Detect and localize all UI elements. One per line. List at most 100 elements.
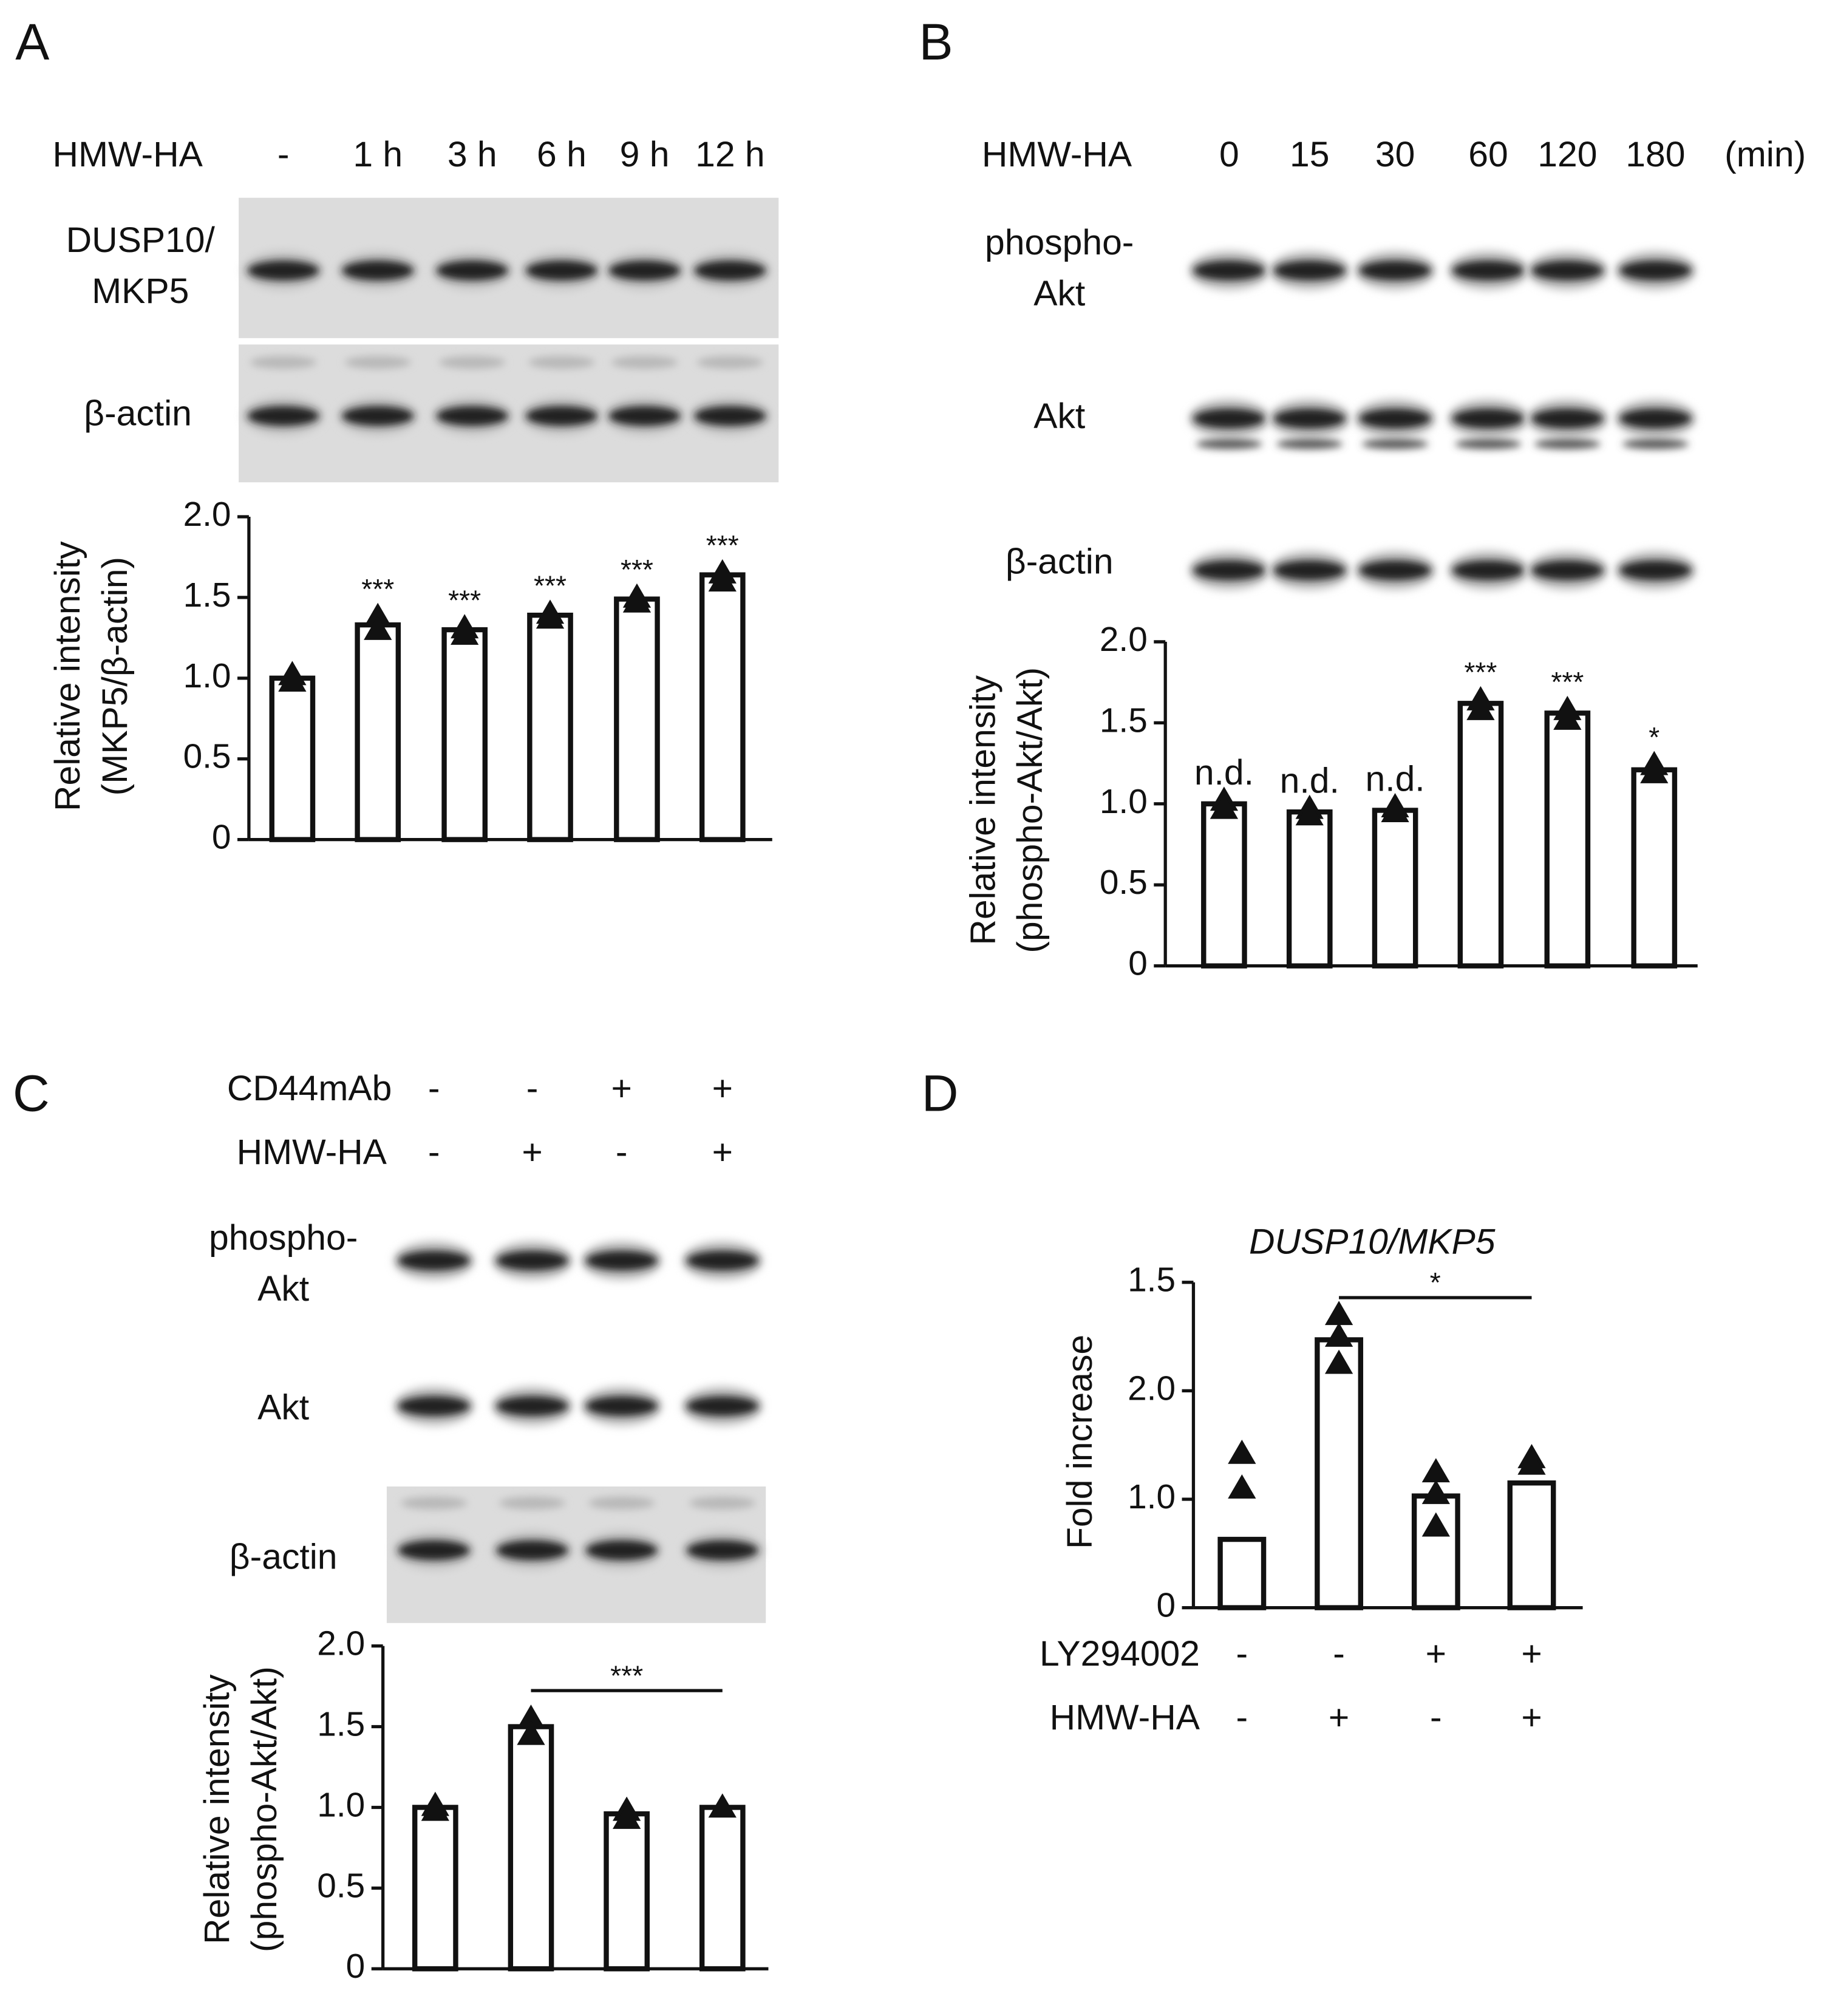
y-axis-label: (phospho-Akt/Akt): [245, 1666, 284, 1952]
data-point: [1381, 798, 1409, 822]
data-point: [1324, 1349, 1353, 1374]
lane-label: +: [1329, 1698, 1349, 1737]
y-tick-label: 0: [212, 819, 231, 857]
data-point: [708, 567, 737, 592]
data-point: [364, 602, 392, 627]
blot-band: [585, 1540, 658, 1561]
blot-band: [1619, 260, 1692, 281]
blot-band: [342, 260, 414, 281]
y-tick-label: 1.0: [183, 657, 231, 695]
blot-label: Akt: [1033, 397, 1085, 436]
significance-label: *: [1649, 721, 1659, 753]
significance-label: n.d.: [1194, 753, 1254, 792]
blot-band: [1452, 408, 1524, 429]
lane-label: 6 h: [537, 135, 587, 174]
lane-label: +: [522, 1132, 542, 1172]
lane-label: -: [1236, 1698, 1248, 1737]
bar: [699, 572, 746, 842]
chart-title: DUSP10/MKP5: [1249, 1222, 1496, 1261]
data-point: [421, 1796, 449, 1821]
blot-band: [1359, 560, 1431, 581]
lane-label: +: [1521, 1634, 1542, 1674]
panel-letter: B: [919, 13, 953, 70]
y-tick-label: 1.5: [183, 576, 231, 615]
lane-label: 12 h: [695, 135, 765, 174]
blot-band: [1193, 560, 1265, 581]
lane-label: -: [1430, 1698, 1442, 1737]
blot-label: β-actin: [1006, 542, 1114, 581]
bar: [441, 627, 488, 842]
blot-band: [1359, 260, 1431, 281]
bar: [1457, 701, 1504, 969]
data-point: [1517, 1450, 1546, 1475]
lane-label: +: [712, 1132, 733, 1172]
blot-band: [496, 1250, 568, 1271]
y-tick-label: 2.0: [183, 495, 231, 534]
data-point: [1295, 801, 1324, 826]
blot-band: [686, 1395, 758, 1417]
blot-band: [247, 406, 319, 426]
condition-label: HMW-HA: [982, 135, 1132, 174]
blot-band: [398, 1250, 470, 1271]
bar: [1217, 1536, 1267, 1610]
condition-label: HMW-HA: [53, 135, 203, 174]
bar: [614, 596, 660, 842]
blot-band: [1619, 408, 1692, 429]
data-point: [708, 1793, 737, 1818]
data-point: [364, 615, 392, 640]
blot-band: [1273, 560, 1346, 581]
blot-label: β-actin: [230, 1537, 338, 1576]
blot-label: β-actin: [84, 394, 192, 434]
lane-label: -: [428, 1069, 440, 1108]
lane-label: +: [611, 1069, 632, 1108]
lane-label: -: [277, 135, 290, 174]
data-point: [1324, 1301, 1353, 1326]
blot-band: [1361, 438, 1429, 449]
blot-band: [1193, 260, 1265, 281]
blot-band: [499, 1496, 566, 1510]
blot-band: [611, 356, 678, 369]
blot-band: [686, 1540, 758, 1561]
y-tick-label: 1.5: [1100, 701, 1148, 740]
significance-label: ***: [534, 570, 567, 602]
blot-band: [526, 260, 597, 281]
y-tick-label: 1.0: [1100, 783, 1148, 821]
blot-band: [1619, 560, 1692, 581]
y-tick-label: 2.0: [1128, 1369, 1176, 1408]
blot-band: [496, 1540, 568, 1561]
panel-letter: A: [15, 13, 49, 70]
lane-label: -: [1333, 1634, 1345, 1674]
significance-label: n.d.: [1280, 761, 1339, 800]
blot-band: [1622, 438, 1689, 449]
blot-band: [585, 1250, 658, 1271]
bar: [1631, 767, 1678, 969]
lane-label: +: [1521, 1698, 1542, 1737]
data-point: [278, 667, 307, 692]
blot-band: [1531, 408, 1604, 429]
blot-band: [398, 1395, 470, 1417]
blot-band: [436, 260, 508, 281]
blot-band: [694, 406, 766, 426]
significance-label: ***: [1464, 656, 1497, 688]
blot-band: [1193, 408, 1265, 429]
blot-band: [608, 406, 681, 426]
blot-band: [1452, 260, 1524, 281]
blot-band: [1534, 438, 1601, 449]
blot-band: [1531, 560, 1604, 581]
blot-band: [1273, 260, 1346, 281]
y-tick-label: 1.0: [1128, 1478, 1176, 1516]
blot-band: [1452, 560, 1524, 581]
lane-label: -: [526, 1069, 539, 1108]
bar: [527, 612, 573, 842]
y-axis-label: Fold increase: [1060, 1335, 1100, 1549]
lane-label: 0: [1219, 135, 1239, 174]
bar: [1372, 808, 1418, 969]
blot-band: [496, 1395, 568, 1417]
data-point: [1421, 1479, 1450, 1504]
blot-label: DUSP10/: [66, 220, 216, 260]
blot-band: [398, 1540, 470, 1561]
blot-label: Akt: [257, 1269, 309, 1309]
y-tick-label: 0: [1156, 1587, 1176, 1625]
data-point: [1421, 1458, 1450, 1483]
data-point: [1466, 695, 1495, 720]
